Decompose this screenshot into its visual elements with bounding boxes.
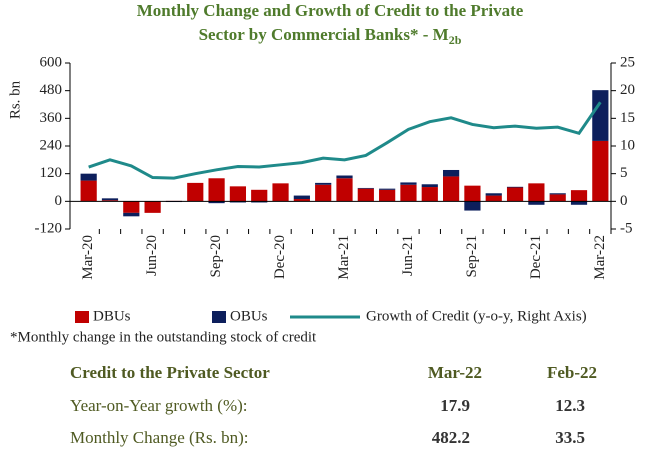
x-tick-label: Dec-20 (272, 235, 288, 279)
y-tick-label: 600 (40, 54, 63, 70)
y-tick-label: 240 (40, 137, 63, 153)
bar (315, 184, 332, 202)
bar (421, 187, 438, 202)
bar (379, 188, 396, 190)
y2-tick-label: 5 (620, 165, 628, 181)
bar (421, 184, 438, 188)
bar (506, 187, 524, 202)
y2-tick-label: 15 (620, 110, 635, 126)
bar (570, 201, 588, 205)
table-cell: 17.9 (440, 396, 470, 415)
bar (549, 193, 566, 195)
bar (506, 186, 524, 188)
x-tick-label: Mar-20 (80, 235, 96, 280)
bar (400, 184, 417, 202)
bar (570, 190, 588, 202)
bar (336, 178, 353, 202)
bar (229, 186, 247, 202)
bar (464, 185, 481, 202)
bar (251, 189, 268, 202)
bar (80, 180, 97, 202)
y-axis-label: Rs. bn (7, 80, 23, 119)
bar (293, 199, 310, 202)
y-tick-label: 120 (40, 165, 63, 181)
bar (592, 90, 609, 141)
bar (485, 193, 502, 196)
x-tick-label: Jun-21 (400, 235, 416, 276)
bar (400, 182, 417, 185)
table-cell: Monthly Change (Rs. bn): (70, 428, 249, 447)
y2-tick-label: 25 (620, 54, 635, 70)
bar (357, 187, 374, 189)
bar (208, 201, 225, 204)
y-tick-label: 480 (40, 82, 63, 98)
x-tick-label: Mar-21 (336, 235, 352, 280)
bar (80, 173, 97, 181)
y2-tick-label: 0 (620, 193, 628, 209)
bar (123, 212, 140, 217)
y2-tick-label: 10 (620, 137, 635, 153)
bar (101, 200, 119, 202)
bar (101, 198, 119, 201)
legend-label: OBUs (230, 308, 268, 324)
bar (442, 176, 460, 202)
bar (357, 188, 374, 202)
bar (379, 189, 396, 202)
title-subscript: 2b (449, 33, 462, 47)
chart-title: Sector by Commercial Banks* - M2b (199, 25, 462, 47)
bar (464, 201, 481, 211)
bar (293, 195, 310, 200)
bar (336, 175, 353, 179)
bar (208, 178, 225, 202)
table-cell: 12.3 (555, 396, 585, 415)
y-tick-label: -120 (35, 220, 63, 236)
x-tick-label: Dec-21 (528, 235, 544, 279)
bar (528, 183, 545, 202)
legend-label: Growth of Credit (y-o-y, Right Axis) (366, 308, 587, 324)
bar (272, 183, 289, 202)
y2-tick-label: -5 (620, 220, 633, 236)
footnote: *Monthly change in the outstanding stock… (10, 329, 317, 345)
bar (528, 201, 545, 205)
x-tick-label: Sep-21 (464, 235, 480, 278)
bar (229, 201, 247, 203)
legend-label: DBUs (93, 308, 131, 324)
legend-swatch (75, 311, 89, 323)
y-tick-label: 360 (40, 110, 63, 126)
y2-tick-label: 20 (620, 82, 635, 98)
y-tick-label: 0 (55, 193, 63, 209)
bar (187, 182, 204, 202)
table-cell: Year-on-Year growth (%): (70, 396, 248, 415)
bar (251, 201, 268, 203)
bar (144, 201, 161, 213)
table-header: Credit to the Private Sector (70, 363, 270, 382)
bar (123, 201, 140, 213)
bar (485, 195, 502, 202)
bar (592, 140, 609, 202)
x-tick-label: Mar-22 (592, 235, 608, 280)
chart-title: Monthly Change and Growth of Credit to t… (137, 1, 524, 20)
bar (315, 182, 332, 185)
table-cell: 482.2 (432, 428, 470, 447)
x-tick-label: Jun-20 (144, 235, 160, 276)
legend-swatch (212, 311, 226, 323)
line (88, 101, 602, 180)
bar (549, 194, 566, 202)
table-cell: 33.5 (555, 428, 585, 447)
title-text: Sector by Commercial Banks* - M (199, 25, 449, 44)
table-header: Mar-22 (428, 363, 482, 382)
table-header: Feb-22 (547, 363, 597, 382)
bar (442, 169, 460, 177)
x-tick-label: Sep-20 (208, 235, 224, 277)
